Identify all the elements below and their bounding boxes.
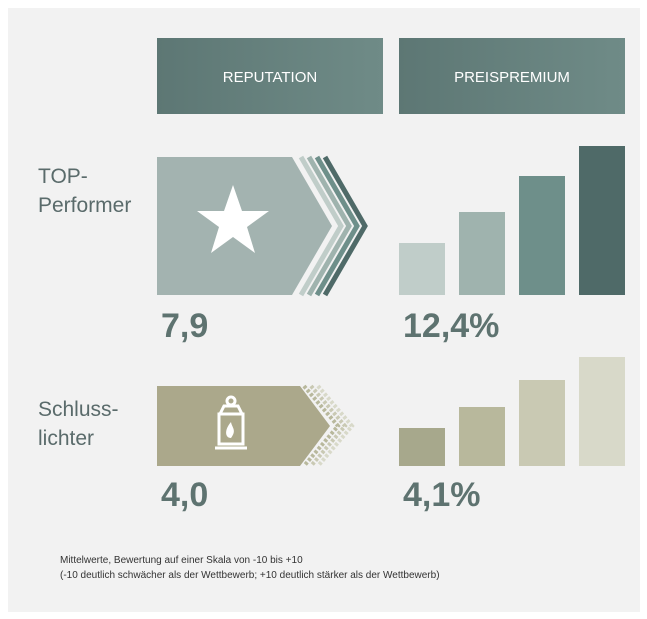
value: 4,0: [161, 476, 208, 514]
value: 12,4%: [403, 307, 499, 345]
row-label: lichter: [38, 427, 94, 450]
lantern-icon: [215, 395, 247, 450]
row-label: Schluss-: [38, 398, 119, 421]
footnote: (-10 deutlich schwächer als der Wettbewe…: [60, 570, 440, 581]
header-title: REPUTATION: [223, 69, 317, 86]
bar: [519, 380, 565, 466]
row-label: TOP-: [38, 165, 88, 188]
header-title: PREISPREMIUM: [454, 69, 570, 86]
bar: [579, 146, 625, 295]
row-label: Performer: [38, 194, 131, 217]
bar: [579, 357, 625, 466]
value: 4,1%: [403, 476, 481, 514]
bar: [459, 407, 505, 466]
footnote: Mittelwerte, Bewertung auf einer Skala v…: [60, 555, 303, 566]
chevrons: [298, 155, 368, 297]
bar: [399, 243, 445, 295]
star-icon: [197, 185, 269, 253]
header-box: [157, 38, 383, 114]
value: 7,9: [161, 307, 208, 345]
header-box: [399, 38, 625, 114]
bar: [459, 212, 505, 295]
bar: [519, 176, 565, 295]
bar: [399, 428, 445, 466]
chevrons: [302, 384, 355, 468]
